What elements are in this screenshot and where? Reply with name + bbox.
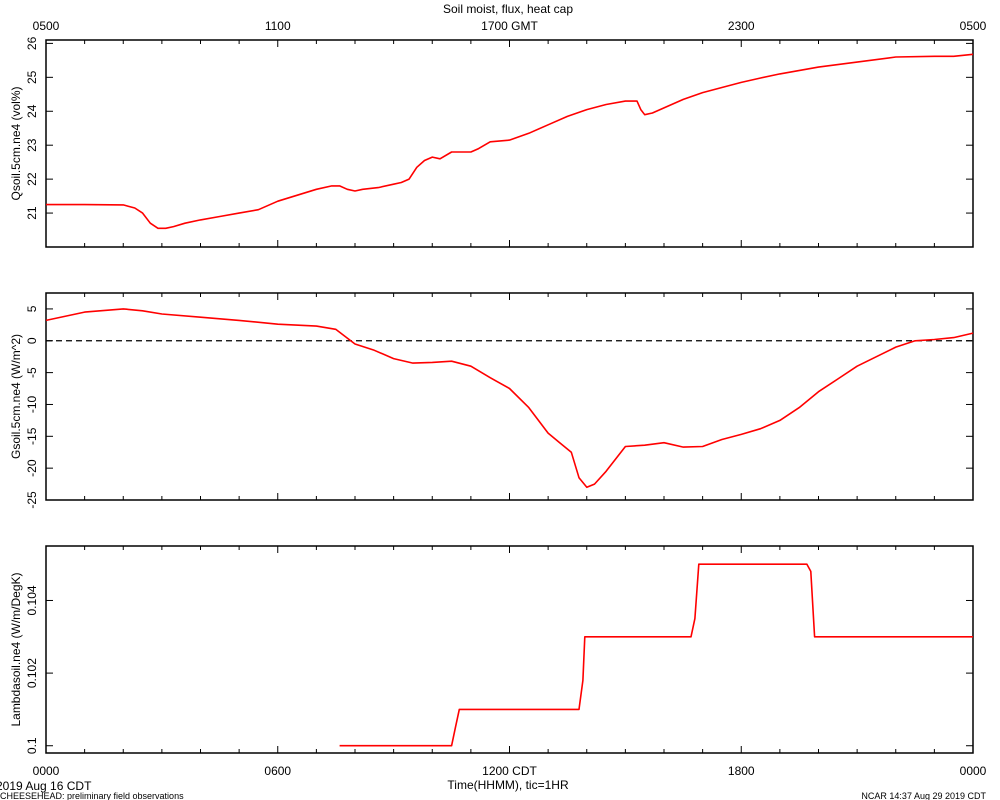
y-tick-label: 26 [25, 36, 39, 50]
bottom-axis-label: 0000 [33, 764, 60, 778]
footer-left: CHEESEHEAD: preliminary field observatio… [0, 791, 184, 800]
y-tick-label: 25 [25, 70, 39, 84]
series-line [339, 563, 973, 747]
y-axis-label: Gsoil.5cm.ne4 (W/m^2) [9, 334, 23, 459]
bottom-axis-label: 1200 CDT [482, 764, 537, 778]
top-axis-label: 1100 [265, 19, 291, 33]
top-axis-label: 0500 [960, 19, 987, 33]
y-tick-label: 24 [25, 104, 39, 118]
series-line [46, 53, 974, 230]
chart-panel-1: 21 22 23 24 25 26 Qsoil.5cm.ne4 (vol%) [9, 36, 974, 248]
chart-panels: 21 22 23 24 25 26 Qsoil.5cm.ne4 (vol%) 5 0 -5 -10 -… [9, 36, 974, 754]
y-tick-label: -20 [25, 459, 39, 477]
bottom-time-axis: 0000 0600 1200 CDT 1800 0000 [33, 764, 987, 778]
y-tick-label: 0.102 [25, 658, 39, 688]
y-tick-label: 0.104 [25, 585, 39, 615]
chart-title: Soil moist, flux, heat cap [443, 2, 573, 16]
footer-right: NCAR 14:37 Aug 29 2019 CDT [861, 791, 986, 800]
top-time-axis: 0500 1100 1700 GMT 2300 0500 [33, 19, 987, 33]
top-axis-label: 2300 [728, 19, 755, 33]
y-tick-label: -10 [25, 395, 39, 413]
y-tick-label: -5 [25, 367, 39, 378]
x-axis-title: Time(HHMM), tic=1HR [447, 778, 569, 792]
bottom-axis-label: 0600 [264, 764, 291, 778]
y-axis-label: Lambdasoil.ne4 (W/m/DegK) [9, 572, 23, 726]
y-tick-label: -15 [25, 427, 39, 445]
y-tick-label: 23 [25, 138, 39, 152]
series-line [45, 308, 974, 489]
top-axis-label: 0500 [33, 19, 60, 33]
y-tick-label: 5 [25, 305, 39, 312]
plot-frame [45, 545, 974, 754]
y-tick-label: 0.1 [25, 737, 39, 754]
y-tick-label: 0 [25, 337, 39, 344]
y-tick-label: -25 [25, 491, 39, 509]
chart-panel-2: 5 0 -5 -10 -15 -20 -25 Gsoil.5cm.ne4 (W/m^2) [9, 292, 974, 509]
date-label: 2019 Aug 16 CDT [0, 779, 92, 793]
bottom-axis-label: 0000 [960, 764, 987, 778]
y-tick-label: 21 [25, 206, 39, 220]
plot-frame [45, 292, 974, 501]
y-axis-label: Qsoil.5cm.ne4 (vol%) [9, 86, 23, 200]
bottom-axis-label: 1800 [728, 764, 755, 778]
y-tick-label: 22 [25, 172, 39, 186]
top-axis-label: 1700 GMT [481, 19, 538, 33]
plot-frame [45, 39, 974, 248]
